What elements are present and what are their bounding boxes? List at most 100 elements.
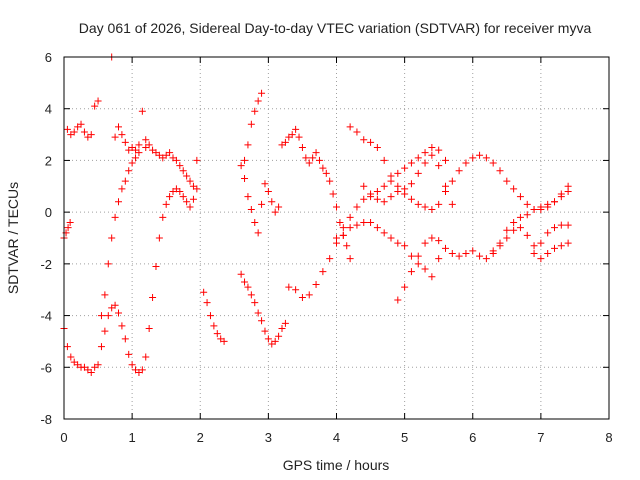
- data-point: [564, 187, 572, 195]
- data-point: [373, 144, 381, 151]
- data-point: [115, 123, 122, 131]
- data-point: [428, 273, 436, 281]
- data-point: [271, 208, 279, 216]
- data-point: [179, 193, 187, 201]
- data-point: [115, 309, 122, 317]
- data-point: [121, 335, 129, 343]
- y-tick-label: 4: [45, 102, 52, 117]
- data-point: [326, 255, 334, 263]
- data-point: [523, 231, 531, 239]
- data-point: [557, 221, 565, 229]
- data-point: [353, 203, 361, 211]
- data-point: [241, 156, 249, 164]
- data-point: [367, 218, 375, 226]
- data-point: [448, 200, 456, 208]
- data-point: [353, 221, 361, 229]
- data-point: [421, 203, 429, 211]
- data-point: [329, 190, 337, 198]
- x-tick-label: 5: [401, 430, 408, 445]
- data-point: [186, 177, 194, 185]
- series-sat-q: [360, 151, 572, 214]
- data-marks: [60, 53, 572, 376]
- data-point: [261, 327, 269, 335]
- series-sat-t: [530, 221, 572, 258]
- y-tick-label: -8: [40, 412, 52, 427]
- data-point: [353, 128, 361, 136]
- data-point: [476, 151, 484, 159]
- data-point: [496, 167, 504, 175]
- data-point: [251, 218, 259, 226]
- data-point: [176, 162, 184, 170]
- data-point: [516, 213, 524, 221]
- data-point: [414, 200, 422, 208]
- data-point: [77, 120, 85, 128]
- data-point: [523, 200, 531, 208]
- data-point: [295, 133, 303, 141]
- data-point: [66, 218, 74, 226]
- data-point: [394, 239, 402, 247]
- data-point: [111, 213, 119, 221]
- data-point: [183, 198, 191, 206]
- data-point: [244, 193, 252, 201]
- data-point: [315, 156, 323, 164]
- data-point: [407, 159, 415, 167]
- data-point: [544, 229, 552, 237]
- data-point: [333, 203, 340, 211]
- data-point: [503, 226, 511, 234]
- data-point: [360, 195, 368, 203]
- y-tick-label: 6: [45, 50, 52, 65]
- data-point: [118, 131, 126, 139]
- data-point: [206, 312, 214, 320]
- data-point: [142, 353, 150, 361]
- data-point: [281, 138, 289, 146]
- data-point: [401, 164, 409, 172]
- data-point: [111, 301, 119, 309]
- data-point: [503, 234, 511, 242]
- data-point: [70, 128, 78, 136]
- data-point: [261, 180, 269, 188]
- series-sat-m: [278, 125, 354, 263]
- series-sat-b: [97, 301, 150, 376]
- data-point: [455, 167, 463, 175]
- data-point: [551, 224, 558, 232]
- data-point: [132, 146, 140, 154]
- data-point: [442, 156, 449, 164]
- data-point: [305, 291, 313, 299]
- data-point: [172, 156, 180, 164]
- data-point: [489, 247, 497, 255]
- data-point: [80, 128, 88, 136]
- data-point: [482, 154, 490, 162]
- data-point: [401, 283, 409, 291]
- series-sat-f: [63, 97, 102, 141]
- x-tick-label: 3: [265, 430, 272, 445]
- data-point: [138, 107, 146, 115]
- data-point: [435, 200, 443, 208]
- data-point: [275, 332, 283, 340]
- series-sat-e: [60, 218, 74, 242]
- data-point: [407, 180, 415, 188]
- data-point: [278, 325, 286, 332]
- data-point: [544, 200, 552, 208]
- data-point: [339, 231, 347, 239]
- data-point: [346, 255, 354, 263]
- data-point: [176, 187, 184, 195]
- data-point: [254, 229, 262, 237]
- data-point: [373, 187, 381, 195]
- data-point: [401, 242, 409, 250]
- data-point: [326, 177, 334, 185]
- data-point: [510, 226, 518, 234]
- data-point: [530, 242, 538, 250]
- data-point: [64, 224, 72, 232]
- data-point: [121, 138, 129, 146]
- x-tick-label: 6: [469, 430, 476, 445]
- data-point: [101, 291, 109, 299]
- data-point: [247, 120, 255, 128]
- data-point: [186, 203, 194, 211]
- data-point: [87, 131, 95, 139]
- data-point: [189, 182, 197, 190]
- y-tick-label: -2: [40, 257, 52, 272]
- data-point: [435, 255, 443, 263]
- data-point: [421, 149, 429, 157]
- series-sat-a: [60, 325, 102, 376]
